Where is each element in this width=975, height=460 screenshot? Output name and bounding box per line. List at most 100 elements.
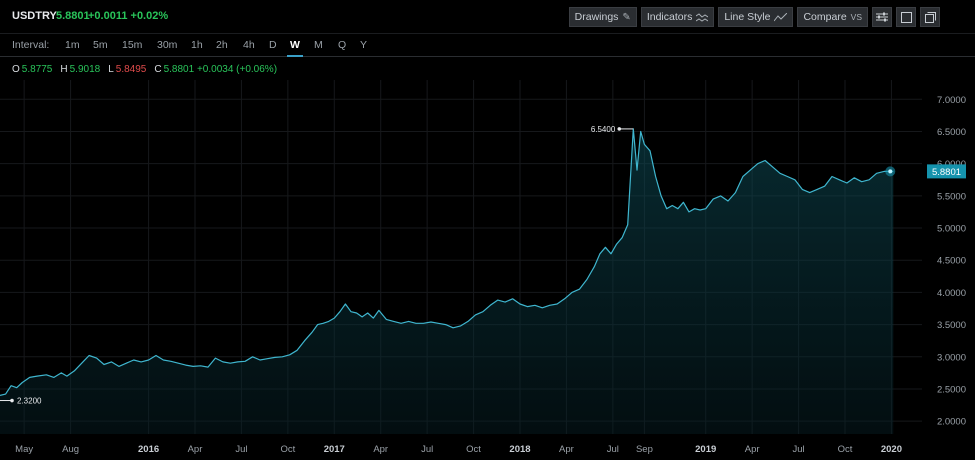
interval-4h[interactable]: 4h — [243, 39, 255, 51]
data-point — [640, 131, 642, 133]
interval-2h[interactable]: 2h — [216, 39, 228, 51]
data-point — [274, 357, 276, 359]
data-point — [688, 211, 690, 213]
fullscreen-button[interactable] — [896, 7, 916, 27]
data-point — [541, 307, 543, 309]
interval-1m[interactable]: 1m — [65, 39, 80, 51]
data-point — [317, 324, 319, 326]
data-point — [400, 322, 402, 324]
data-point — [200, 365, 202, 367]
area-path — [0, 128, 894, 434]
data-point — [21, 382, 23, 384]
data-point — [304, 340, 306, 342]
x-tick-label: 2020 — [881, 444, 902, 455]
interval-d[interactable]: D — [269, 39, 277, 51]
data-point — [627, 224, 629, 226]
y-axis: 2.0000 2.5000 3.0000 3.5000 4.0000 4.5000 5.00… — [937, 95, 966, 428]
data-point — [215, 357, 217, 359]
interval-w[interactable]: W — [287, 39, 303, 57]
ohlc-high: H 5.9018 — [60, 64, 101, 75]
annotation-label: 2.3200 — [17, 397, 42, 406]
sliders-icon — [876, 12, 888, 22]
last-price-tag: 5.8801 — [885, 164, 966, 179]
price-change: +0.0011 +0.02% — [88, 10, 169, 22]
data-point — [655, 176, 657, 178]
x-tick-label: Aug — [62, 444, 79, 455]
compare-button[interactable]: Compare VS — [797, 7, 868, 27]
data-point — [16, 387, 18, 389]
compare-label: Compare — [803, 11, 847, 23]
data-point — [727, 200, 729, 202]
y-tick-label: 2.0000 — [937, 417, 966, 428]
interval-bar: Interval: 1m 5m 15m 30m 1h 2h 4h D W M Q… — [0, 33, 975, 57]
data-point — [489, 304, 491, 306]
interval-15m[interactable]: 15m — [122, 39, 143, 51]
data-point — [140, 361, 142, 363]
interval-q[interactable]: Q — [338, 39, 347, 51]
line-style-button[interactable]: Line Style — [718, 7, 794, 27]
settings-sliders-button[interactable] — [872, 7, 892, 27]
y-tick-label: 4.0000 — [937, 288, 966, 299]
data-point — [720, 195, 722, 197]
interval-30m[interactable]: 30m — [157, 39, 178, 51]
popout-button[interactable] — [920, 7, 940, 27]
popout-icon — [924, 11, 936, 23]
annotations: 6.5400 2.3200 — [0, 125, 634, 406]
interval-1h[interactable]: 1h — [191, 39, 203, 51]
data-point — [322, 322, 324, 324]
x-tick-label: Apr — [188, 444, 203, 455]
data-point — [534, 304, 536, 306]
x-tick-label: Apr — [559, 444, 574, 455]
data-point — [610, 253, 612, 255]
data-point — [244, 360, 246, 362]
data-point — [779, 172, 781, 174]
data-point — [259, 359, 261, 361]
data-point — [46, 374, 48, 376]
data-point — [361, 316, 363, 318]
y-tick-label: 2.5000 — [937, 384, 966, 395]
data-point — [29, 377, 31, 379]
current-price: 5.8801 — [56, 10, 90, 22]
interval-y[interactable]: Y — [360, 39, 368, 51]
data-point — [393, 321, 395, 323]
data-point — [170, 360, 172, 362]
data-point — [644, 144, 646, 146]
interval-5m[interactable]: 5m — [93, 39, 108, 51]
data-point — [712, 198, 714, 200]
drawings-button[interactable]: Drawings ✎ — [568, 7, 637, 27]
data-point — [378, 310, 380, 312]
data-point — [345, 303, 347, 305]
data-point — [125, 362, 127, 364]
annotation-dot — [617, 127, 622, 131]
indicator-wave-icon — [696, 12, 709, 22]
data-point — [694, 208, 696, 210]
data-point — [111, 361, 113, 363]
data-point — [816, 189, 818, 191]
data-point — [861, 181, 863, 183]
data-point — [497, 299, 499, 301]
last-price-marker-core — [888, 169, 893, 174]
data-point — [437, 322, 439, 324]
price-chart[interactable]: 6.5400 2.3200 2.0000 2.5000 3.0000 3.5000 4.0… — [0, 80, 975, 460]
data-point — [757, 163, 759, 165]
data-point — [339, 311, 341, 313]
x-tick-label: Apr — [745, 444, 760, 455]
data-point — [222, 361, 224, 363]
data-point — [36, 375, 38, 377]
data-point — [10, 385, 12, 387]
data-point — [794, 179, 796, 181]
y-tick-label: 6.5000 — [937, 127, 966, 138]
x-axis: May Aug 2016 Apr Jul Oct 2017 Apr Jul Oct 2018 Apr J… — [15, 444, 902, 455]
pencil-icon: ✎ — [622, 11, 631, 23]
ohlc-open: O 5.8775 — [12, 64, 53, 75]
data-point — [742, 176, 744, 178]
data-point — [311, 331, 313, 333]
data-point — [430, 321, 432, 323]
indicators-button[interactable]: Indicators — [640, 7, 715, 27]
data-point — [96, 357, 98, 359]
symbol-name[interactable]: USDTRY — [12, 10, 57, 22]
interval-m[interactable]: M — [314, 39, 323, 51]
data-point — [527, 306, 529, 308]
data-point — [605, 246, 607, 248]
data-point — [621, 237, 623, 239]
